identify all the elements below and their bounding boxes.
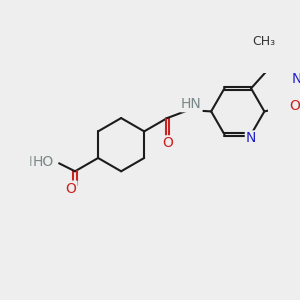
Text: HO: HO: [28, 155, 50, 169]
Text: N: N: [246, 131, 256, 146]
Text: O: O: [66, 182, 76, 196]
Text: CH₃: CH₃: [253, 34, 276, 48]
Text: HO: HO: [32, 155, 54, 169]
Text: O: O: [162, 136, 173, 150]
Text: N: N: [292, 72, 300, 86]
Text: HN: HN: [178, 96, 199, 110]
Text: HN: HN: [181, 97, 202, 111]
Text: O: O: [289, 99, 300, 113]
